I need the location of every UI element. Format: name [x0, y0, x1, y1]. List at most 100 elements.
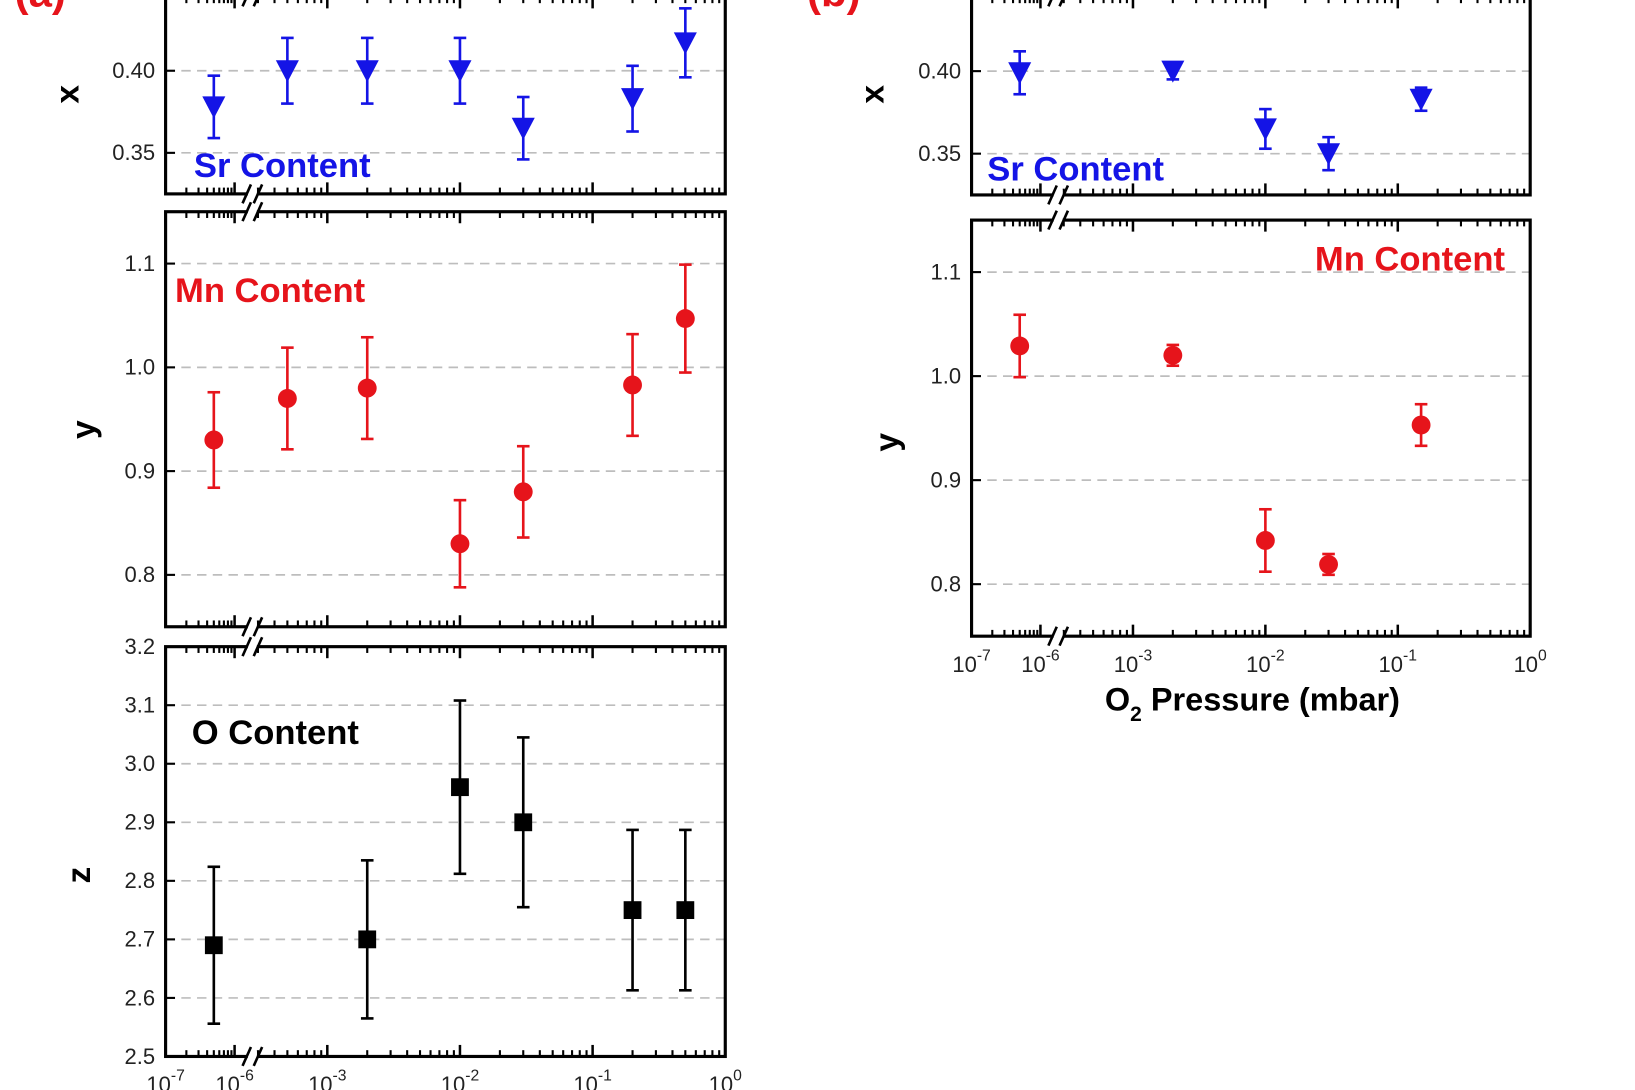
tick-exponent: -2 [1271, 647, 1285, 664]
y-tick-label: 0.35 [918, 141, 961, 166]
axis-break-gap [1053, 630, 1063, 642]
tick-base: 10 [709, 1072, 733, 1090]
data-point [1411, 415, 1431, 435]
tick-exponent: -7 [171, 1068, 185, 1085]
axis-break-mark [252, 1046, 264, 1067]
axis-break-mark [241, 616, 253, 637]
y-axis-label: x [50, 85, 87, 104]
y-axis-label: y [869, 433, 906, 452]
data-point [621, 88, 645, 111]
tick-exponent: -3 [333, 1068, 347, 1085]
data-point [514, 813, 533, 832]
data-point [1319, 554, 1338, 574]
y-axis-label: x [855, 85, 892, 104]
data-point [511, 117, 535, 140]
tick-base: 10 [1021, 652, 1045, 677]
axis-break-gap [247, 621, 257, 632]
x-tick-label: 10-3 [308, 1068, 347, 1090]
axis-break-mark [252, 636, 264, 657]
x-tick-label: 100 [709, 1068, 742, 1090]
data-point [513, 482, 533, 502]
plot-frame [164, 645, 727, 1059]
tick-exponent: -6 [240, 1068, 254, 1085]
tick-base: 10 [1379, 652, 1403, 677]
panel-label: (b) [807, 0, 861, 15]
data-point [1010, 336, 1030, 356]
data-point [357, 378, 377, 398]
y-tick-label: 3.1 [125, 693, 156, 718]
axis-break-mark [241, 0, 247, 7]
axis-break-mark [252, 201, 264, 222]
y-tick-label: 1.0 [930, 363, 961, 388]
y-tick-label: 0.35 [112, 140, 155, 165]
data-point [623, 901, 642, 920]
x-tick-label: 10-7 [146, 1068, 184, 1090]
y-tick-label: 3.0 [125, 751, 156, 776]
x-tick-label: 10-2 [441, 1068, 479, 1090]
y-tick-label: 3.2 [125, 634, 156, 659]
tick-exponent: -1 [598, 1068, 612, 1085]
y-tick-label: 1.1 [930, 259, 961, 284]
y-axis-label: z [61, 867, 98, 884]
plot-frame [164, 0, 727, 196]
tick-exponent: -1 [1403, 647, 1417, 664]
x-tick-label: 10-3 [1114, 647, 1153, 677]
panel-label: (a) [15, 0, 66, 15]
tick-base: 10 [573, 1072, 597, 1090]
tick-exponent: -6 [1046, 647, 1060, 664]
plot-frame [969, 218, 1532, 638]
axis-break-mark [1047, 0, 1053, 7]
data-point [675, 309, 695, 329]
annotation: O Content [192, 714, 360, 752]
axis-break-mark [241, 183, 253, 204]
y-tick-label: 2.7 [125, 927, 156, 952]
axis-break-mark [1047, 210, 1058, 231]
axis-break-gap [247, 1051, 257, 1062]
data-point [1163, 345, 1183, 365]
tick-base: 10 [441, 1072, 465, 1090]
data-point [451, 778, 469, 797]
tick-exponent: 0 [1538, 647, 1547, 664]
axis-break-mark [1058, 0, 1064, 7]
axis-break-mark [241, 201, 253, 222]
axis-break-mark [1047, 626, 1058, 647]
tick-base: 10 [146, 1072, 170, 1090]
plot-frame [969, 0, 1532, 197]
tick-base: 10 [1114, 652, 1138, 677]
tick-base: 10 [215, 1072, 239, 1090]
y-tick-label: 1.0 [125, 355, 156, 380]
x-label-part: Pressure (mbar) [1142, 682, 1400, 718]
data-point [204, 936, 223, 955]
data-point [355, 60, 379, 83]
tick-exponent: 0 [733, 1068, 742, 1085]
axis-break-mark [1058, 184, 1070, 205]
x-label-part: O [1105, 682, 1130, 718]
plot-frame [164, 210, 727, 629]
axis-break-gap [1053, 0, 1063, 3]
axis-break-gap [1053, 214, 1063, 226]
x-tick-label: 100 [1514, 647, 1547, 677]
data-point [676, 901, 695, 920]
x-axis-label: O2 Pressure (mbar) [1105, 682, 1400, 726]
tick-exponent: -3 [1138, 647, 1152, 664]
data-point [275, 60, 299, 83]
x-tick-label: 10-1 [573, 1068, 611, 1090]
data-point [1253, 118, 1277, 141]
axis-break-gap [247, 188, 257, 200]
y-tick-label: 2.8 [125, 868, 156, 893]
axis-break-mark [1058, 626, 1070, 647]
data-point [623, 375, 642, 395]
y-axis-label: y [65, 420, 102, 439]
tick-base: 10 [1514, 652, 1538, 677]
tick-base: 10 [1246, 652, 1270, 677]
data-point [450, 534, 470, 554]
tick-exponent: -2 [465, 1068, 479, 1085]
axis-break-mark [1058, 210, 1070, 231]
tick-base: 10 [308, 1072, 332, 1090]
y-tick-label: 0.9 [930, 467, 961, 492]
data-point [673, 32, 697, 55]
y-tick-label: 0.40 [112, 58, 155, 83]
